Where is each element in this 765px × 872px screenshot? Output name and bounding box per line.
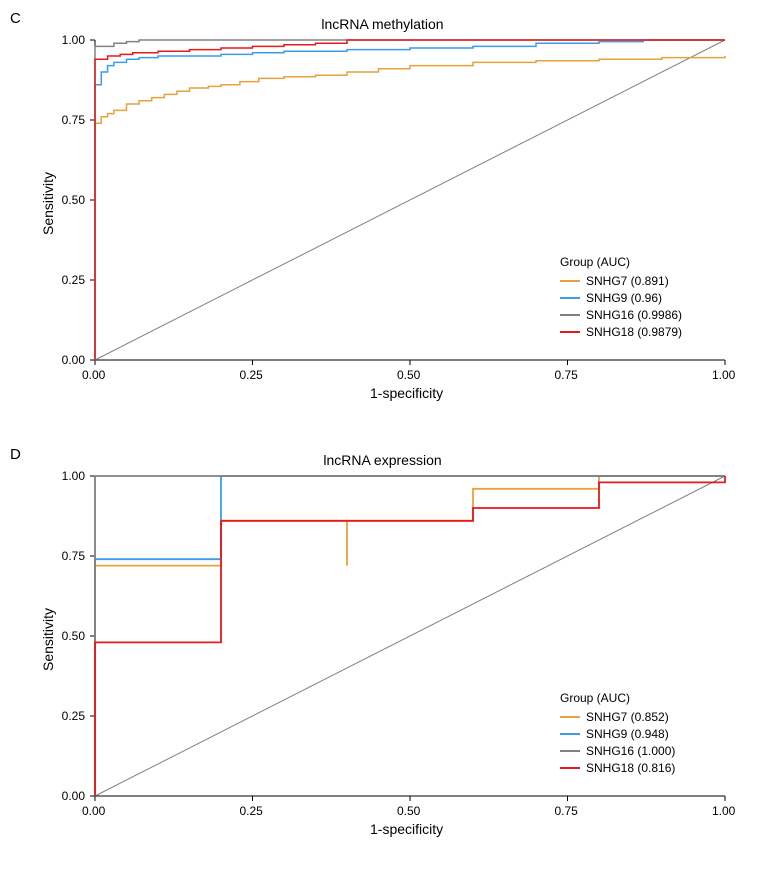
x-tick-label: 0.25 bbox=[240, 804, 263, 818]
legend-swatch bbox=[560, 314, 580, 316]
legend-item-snhg18: SNHG18 (0.816) bbox=[560, 759, 675, 776]
legend-title-c: Group (AUC) bbox=[560, 255, 682, 269]
x-tick-label: 0.75 bbox=[555, 804, 578, 818]
legend-title-d: Group (AUC) bbox=[560, 691, 675, 705]
figure: C lncRNA methylation Sensitivity 1-speci… bbox=[0, 0, 765, 872]
y-tick-label: 0.25 bbox=[62, 273, 85, 287]
legend-swatch bbox=[560, 297, 580, 299]
legend-item-snhg7: SNHG7 (0.852) bbox=[560, 708, 675, 725]
y-tick-label: 0.00 bbox=[62, 353, 85, 367]
legend-item-snhg9: SNHG9 (0.96) bbox=[560, 289, 682, 306]
y-tick-label: 1.00 bbox=[62, 469, 85, 483]
y-tick-label: 0.75 bbox=[62, 549, 85, 563]
legend-swatch bbox=[560, 733, 580, 735]
y-axis-label-d: Sensitivity bbox=[40, 608, 56, 671]
legend-swatch bbox=[560, 716, 580, 718]
x-tick-label: 0.75 bbox=[555, 368, 578, 382]
x-tick-label: 0.25 bbox=[240, 368, 263, 382]
chart-title-d: lncRNA expression bbox=[0, 452, 765, 468]
legend-swatch bbox=[560, 280, 580, 282]
legend-label: SNHG9 (0.948) bbox=[586, 727, 669, 741]
legend-d: Group (AUC) SNHG7 (0.852) SNHG9 (0.948) SN… bbox=[560, 691, 675, 776]
x-tick-label: 0.00 bbox=[82, 368, 105, 382]
y-tick-label: 0.25 bbox=[62, 709, 85, 723]
legend-item-snhg16: SNHG16 (1.000) bbox=[560, 742, 675, 759]
legend-swatch bbox=[560, 767, 580, 769]
legend-item-snhg7: SNHG7 (0.891) bbox=[560, 272, 682, 289]
x-tick-label: 1.00 bbox=[712, 368, 735, 382]
x-axis-label-c: 1-specificity bbox=[370, 385, 443, 401]
legend-item-snhg9: SNHG9 (0.948) bbox=[560, 725, 675, 742]
legend-label: SNHG9 (0.96) bbox=[586, 291, 662, 305]
x-axis-label-d: 1-specificity bbox=[370, 821, 443, 837]
legend-swatch bbox=[560, 750, 580, 752]
x-tick-label: 0.50 bbox=[397, 804, 420, 818]
x-tick-label: 0.50 bbox=[397, 368, 420, 382]
y-axis-label-c: Sensitivity bbox=[40, 172, 56, 235]
legend-label: SNHG7 (0.891) bbox=[586, 274, 669, 288]
legend-label: SNHG16 (0.9986) bbox=[586, 308, 682, 322]
legend-item-snhg16: SNHG16 (0.9986) bbox=[560, 306, 682, 323]
y-tick-label: 0.75 bbox=[62, 113, 85, 127]
legend-item-snhg18: SNHG18 (0.9879) bbox=[560, 323, 682, 340]
legend-label: SNHG16 (1.000) bbox=[586, 744, 675, 758]
chart-title-c: lncRNA methylation bbox=[0, 16, 765, 32]
legend-label: SNHG7 (0.852) bbox=[586, 710, 669, 724]
legend-c: Group (AUC) SNHG7 (0.891) SNHG9 (0.96) SNH… bbox=[560, 255, 682, 340]
y-tick-label: 0.50 bbox=[62, 193, 85, 207]
legend-swatch bbox=[560, 331, 580, 333]
y-tick-label: 0.50 bbox=[62, 629, 85, 643]
y-tick-label: 0.00 bbox=[62, 789, 85, 803]
legend-label: SNHG18 (0.816) bbox=[586, 761, 675, 775]
y-tick-label: 1.00 bbox=[62, 33, 85, 47]
legend-label: SNHG18 (0.9879) bbox=[586, 325, 682, 339]
x-tick-label: 1.00 bbox=[712, 804, 735, 818]
x-tick-label: 0.00 bbox=[82, 804, 105, 818]
